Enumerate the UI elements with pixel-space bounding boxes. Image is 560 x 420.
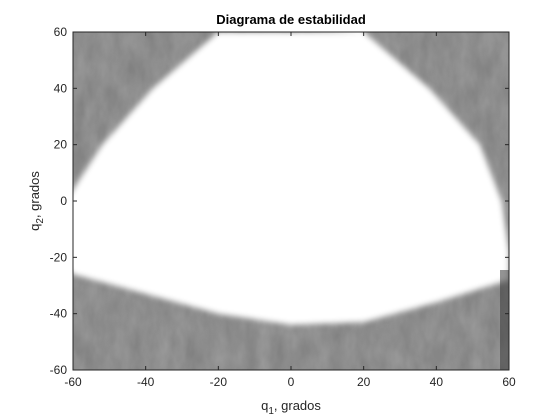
right-edge-shade: [500, 270, 509, 370]
y-tick-label: 0: [60, 194, 67, 208]
x-tick-label: 40: [430, 375, 444, 389]
y-tick-label: -20: [50, 250, 68, 264]
x-tick-label: -60: [64, 375, 82, 389]
x-tick-label: -40: [137, 375, 155, 389]
y-tick-label: 60: [54, 25, 68, 39]
stable-region: [73, 32, 509, 325]
y-tick-label: -40: [50, 307, 68, 321]
x-tick-label: 0: [288, 375, 295, 389]
y-tick-label: 40: [54, 81, 68, 95]
x-tick-label: 20: [357, 375, 371, 389]
y-axis-ticks: -60 -40 -20 0 20 40 60: [50, 25, 509, 377]
x-axis-ticks: -60 -40 -20 0 20 40 60: [64, 32, 516, 389]
x-axis-label: q1, grados: [261, 398, 321, 417]
x-tick-label: 60: [502, 375, 516, 389]
chart-title: Diagrama de estabilidad: [216, 12, 366, 27]
plot-area: [73, 32, 509, 370]
y-tick-label: -60: [50, 363, 68, 377]
y-tick-label: 20: [54, 138, 68, 152]
x-tick-label: -20: [210, 375, 228, 389]
y-axis-label: q2, grados: [27, 171, 46, 231]
